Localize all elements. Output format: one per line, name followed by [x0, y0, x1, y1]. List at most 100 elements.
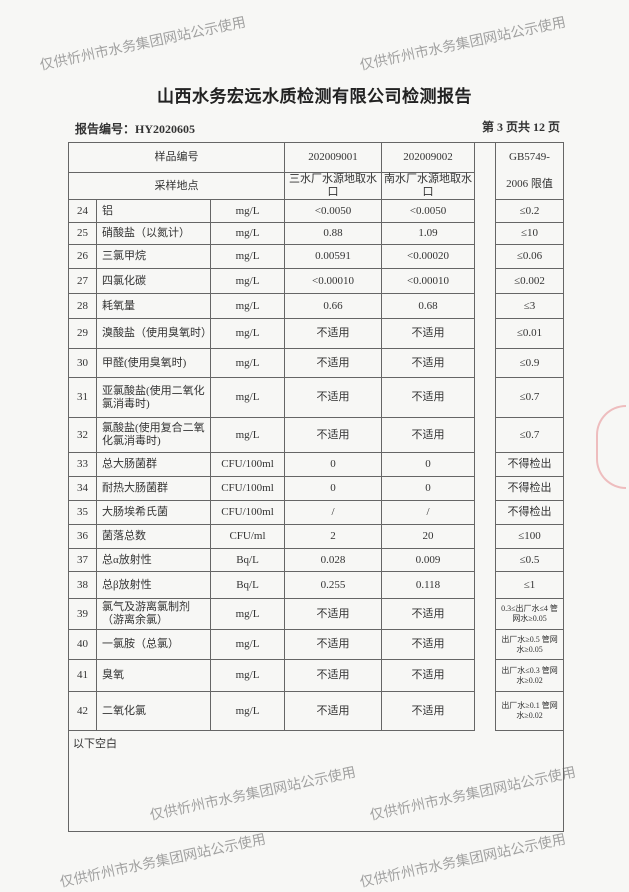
value-sample-1: <0.0050	[284, 199, 383, 223]
item-name: 甲醛(使用臭氧时)	[96, 348, 211, 378]
unit: mg/L	[209, 598, 286, 630]
table-row: 37 总α放射性 Bq/L 0.028 0.009 ≤0.5	[68, 548, 565, 572]
row-number: 25	[68, 222, 97, 245]
gap-cell	[474, 377, 497, 418]
unit: mg/L	[209, 268, 286, 294]
watermark: 仅供忻州市水务集团网站公示使用	[38, 14, 248, 74]
sample-id-2: 202009002	[381, 142, 476, 173]
gap-cell	[474, 318, 497, 349]
row-number: 30	[68, 348, 97, 378]
value-sample-2: 0.118	[381, 571, 476, 599]
unit: Bq/L	[209, 548, 286, 572]
blank-note: 以下空白	[73, 738, 117, 750]
report-sheet: 样品编号 202009001 202009002 GB5749- 2006 限值 …	[67, 142, 565, 832]
value-sample-1: 不适用	[284, 659, 383, 692]
gap-cell	[474, 293, 497, 319]
value-sample-1: 0.255	[284, 571, 383, 599]
gap-cell	[474, 691, 497, 731]
row-number: 31	[68, 377, 97, 418]
results-table: 样品编号 202009001 202009002 GB5749- 2006 限值 …	[67, 142, 565, 731]
unit: mg/L	[209, 244, 286, 269]
location-2: 南水厂水源地取水口	[381, 172, 476, 200]
limit-value: 不得检出	[495, 500, 565, 525]
row-number: 33	[68, 452, 97, 477]
gap-cell	[474, 417, 497, 453]
table-row: 27 四氯化碳 mg/L <0.00010 <0.00010 ≤0.002	[68, 268, 565, 294]
item-name: 硝酸盐（以氮计）	[96, 222, 211, 245]
value-sample-2: 0.009	[381, 548, 476, 572]
row-number: 32	[68, 417, 97, 453]
limit-value: ≤0.2	[495, 199, 565, 223]
gap-cell	[474, 524, 497, 549]
value-sample-1: 2	[284, 524, 383, 549]
item-name: 三氯甲烷	[96, 244, 211, 269]
limit-value: ≤1	[495, 571, 565, 599]
item-name: 溴酸盐（使用臭氧时）	[96, 318, 212, 349]
location-row: 采样地点 三水厂水源地取水口 南水厂水源地取水口	[67, 172, 564, 200]
table-row: 25 硝酸盐（以氮计） mg/L 0.88 1.09 ≤10	[68, 222, 565, 245]
gap-cell	[474, 452, 497, 477]
limit-value: ≤3	[495, 293, 565, 319]
watermark: 仅供忻州市水务集团网站公示使用	[58, 831, 268, 891]
row-number: 36	[68, 524, 97, 549]
limit-value: 出厂水≤0.3 管网水≥0.02	[495, 659, 565, 692]
gap-cell	[474, 244, 497, 269]
value-sample-2: 0	[381, 476, 476, 501]
value-sample-1: <0.00010	[284, 268, 383, 294]
limit-value: 不得检出	[495, 476, 565, 501]
row-number: 34	[68, 476, 97, 501]
item-name: 耐热大肠菌群	[96, 476, 211, 501]
limit-value: ≤0.06	[495, 244, 565, 269]
gap-cell	[474, 476, 497, 501]
row-number: 42	[68, 691, 97, 731]
standard-header: GB5749- 2006 限值	[495, 142, 565, 200]
value-sample-1: 0.88	[284, 222, 383, 245]
gap-cell	[474, 222, 497, 245]
limit-value: 0.3≤出厂水≤4 管网水≥0.05	[495, 598, 565, 630]
value-sample-2: 1.09	[381, 222, 476, 245]
row-number: 24	[68, 199, 97, 223]
item-name: 大肠埃希氏菌	[96, 500, 211, 525]
unit: mg/L	[209, 629, 286, 660]
value-sample-2: 0	[381, 452, 476, 477]
value-sample-2: 不适用	[381, 417, 476, 453]
value-sample-1: 0.00591	[284, 244, 383, 269]
table-row: 39 氯气及游离氯制剂（游离余氯） mg/L 不适用 不适用 0.3≤出厂水≤4 管网水≥…	[68, 598, 565, 630]
limit-value: ≤10	[495, 222, 565, 245]
unit: CFU/100ml	[209, 476, 286, 501]
value-sample-2: 20	[381, 524, 476, 549]
item-name: 铝	[96, 199, 211, 223]
table-row: 26 三氯甲烷 mg/L 0.00591 <0.00020 ≤0.06	[68, 244, 565, 269]
value-sample-1: 不适用	[284, 348, 383, 378]
value-sample-1: 不适用	[284, 691, 383, 731]
table-row: 42 二氧化氯 mg/L 不适用 不适用 出厂水≥0.1 管网水≥0.02	[68, 691, 565, 731]
table-row: 34 耐热大肠菌群 CFU/100ml 0 0 不得检出	[68, 476, 565, 501]
item-name: 氯酸盐(使用复合二氧化氯消毒时)	[96, 417, 211, 453]
table-row: 38 总β放射性 Bq/L 0.255 0.118 ≤1	[68, 571, 565, 599]
red-stamp	[596, 405, 626, 489]
unit: mg/L	[209, 318, 286, 349]
table-row: 24 铝 mg/L <0.0050 <0.0050 ≤0.2	[68, 199, 565, 223]
item-name: 臭氧	[96, 659, 211, 692]
item-name: 总大肠菌群	[96, 452, 211, 477]
table-row: 40 一氯胺（总氯） mg/L 不适用 不适用 出厂水≥0.5 管网水≥0.05	[68, 629, 565, 660]
table-row: 36 菌落总数 CFU/ml 2 20 ≤100	[68, 524, 565, 549]
item-name: 二氧化氯	[96, 691, 211, 731]
value-sample-2: <0.0050	[381, 199, 476, 223]
value-sample-2: 不适用	[381, 691, 476, 731]
value-sample-2: 0.68	[381, 293, 476, 319]
value-sample-1: /	[284, 500, 383, 525]
table-row: 33 总大肠菌群 CFU/100ml 0 0 不得检出	[68, 452, 565, 477]
standard-label-1: GB5749-	[509, 151, 550, 163]
limit-value: ≤0.002	[495, 268, 565, 294]
item-name: 总β放射性	[96, 571, 211, 599]
limit-value: ≤0.01	[495, 318, 565, 349]
limit-value: ≤100	[495, 524, 565, 549]
gap-cell	[474, 598, 497, 630]
sample-id-label: 样品编号	[67, 142, 286, 173]
gap-cell	[474, 348, 497, 378]
value-sample-1: 0	[284, 476, 383, 501]
limit-value: 不得检出	[495, 452, 565, 477]
report-number: 报告编号：HY2020605	[75, 122, 196, 136]
item-name: 菌落总数	[96, 524, 211, 549]
